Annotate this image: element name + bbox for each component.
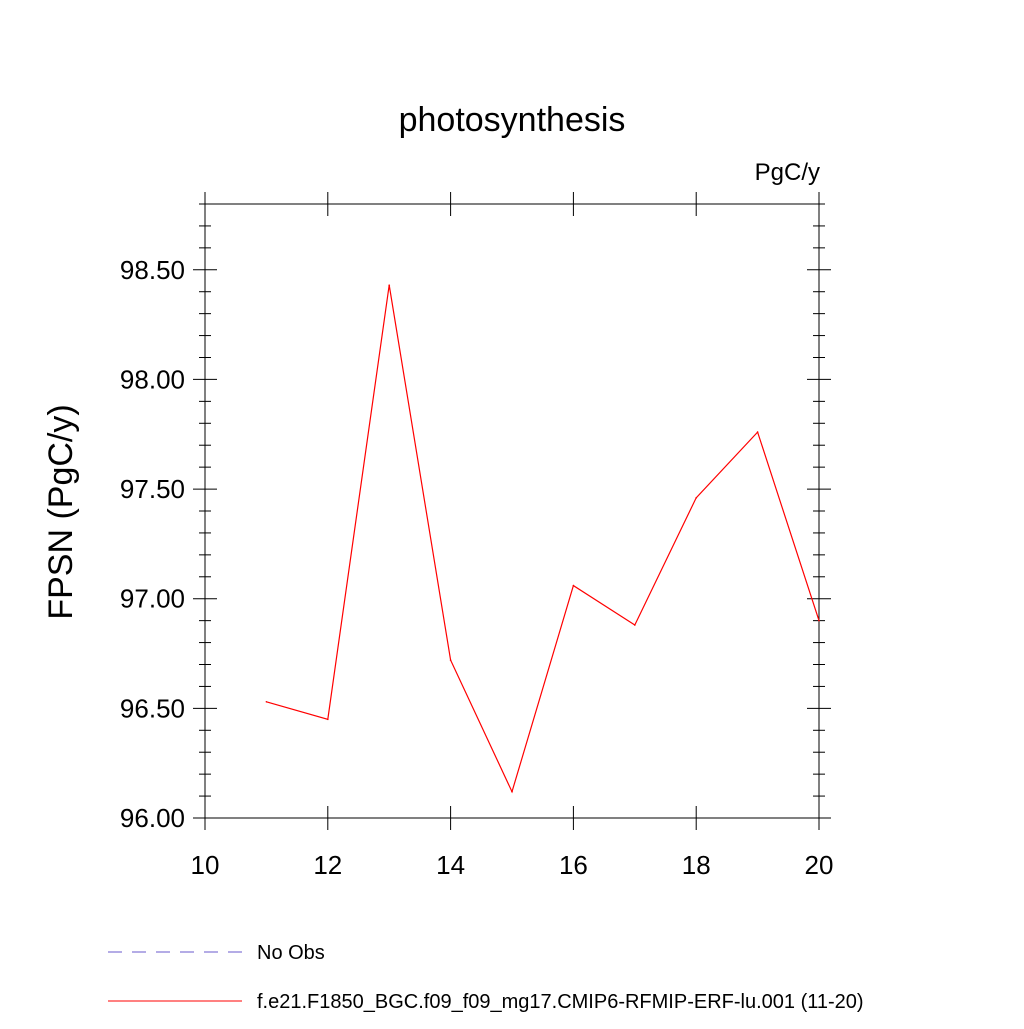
x-tick-label: 20 bbox=[805, 850, 834, 880]
data-point bbox=[388, 284, 391, 286]
data-point bbox=[327, 718, 329, 721]
y-tick-label: 98.50 bbox=[120, 255, 185, 285]
x-tick-label: 10 bbox=[191, 850, 220, 880]
axis-ticks bbox=[193, 192, 831, 830]
data-point bbox=[511, 790, 513, 793]
y-tick-label: 98.00 bbox=[120, 364, 185, 394]
data-point bbox=[695, 497, 697, 499]
x-tick-labels: 10 12 14 16 18 20 bbox=[191, 850, 834, 880]
plot-frame bbox=[204, 203, 820, 819]
data-point bbox=[449, 659, 452, 661]
legend-label: No Obs bbox=[257, 942, 325, 964]
y-tick-labels: 96.00 96.50 97.00 97.50 98.00 98.50 bbox=[120, 255, 185, 833]
series-layer bbox=[265, 284, 820, 794]
legend: No Obs f.e21.F1850_BGC.f09_f09_mg17.CMIP6… bbox=[108, 942, 864, 1013]
x-tick-label: 14 bbox=[436, 850, 465, 880]
y-tick-label: 97.00 bbox=[120, 584, 185, 614]
chart-title: photosynthesis bbox=[399, 101, 626, 139]
x-tick-label: 12 bbox=[313, 850, 342, 880]
y-tick-label: 97.50 bbox=[120, 474, 185, 504]
data-point bbox=[818, 619, 820, 622]
units-label: PgC/y bbox=[755, 159, 820, 186]
y-tick-label: 96.50 bbox=[120, 693, 185, 723]
data-point bbox=[265, 700, 268, 703]
x-tick-label: 16 bbox=[559, 850, 588, 880]
x-tick-label: 18 bbox=[682, 850, 711, 880]
y-tick-label: 96.00 bbox=[120, 803, 185, 833]
legend-label: f.e21.F1850_BGC.f09_f09_mg17.CMIP6-RFMIP… bbox=[257, 991, 864, 1013]
data-point bbox=[572, 584, 575, 587]
series-line bbox=[266, 285, 820, 794]
data-point bbox=[634, 624, 636, 626]
data-point bbox=[756, 431, 759, 433]
y-axis-label: FPSN (PgC/y) bbox=[42, 404, 80, 619]
